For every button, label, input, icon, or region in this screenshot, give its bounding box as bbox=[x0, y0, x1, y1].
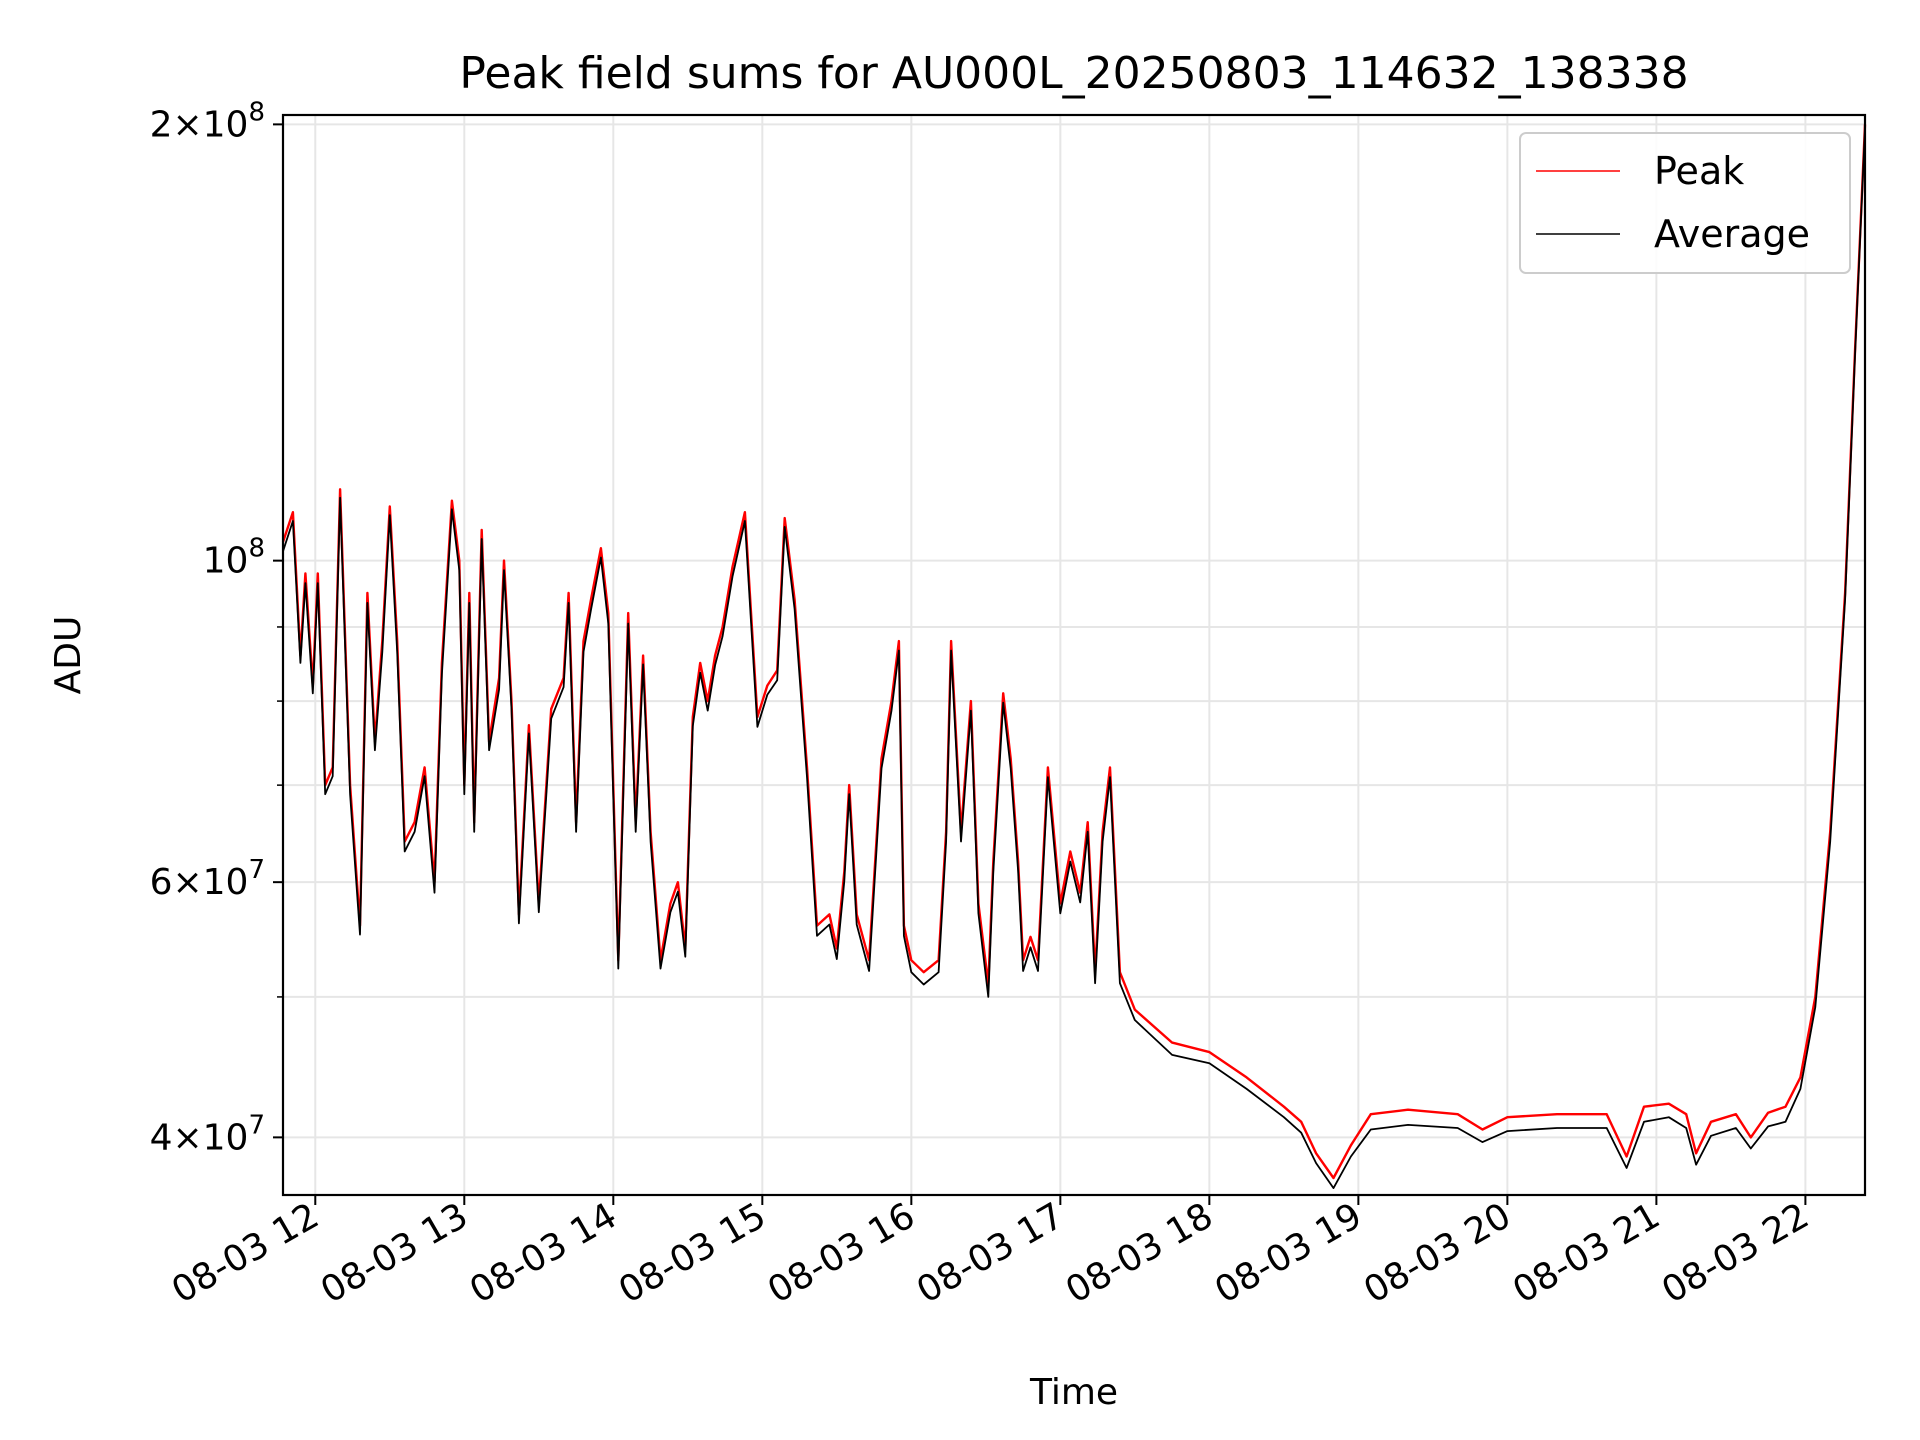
plot-frame bbox=[281, 113, 1867, 1197]
legend-box bbox=[1519, 132, 1851, 274]
x-axis-title: Time bbox=[1029, 1372, 1118, 1413]
legend-label-peak: Peak bbox=[1654, 149, 1744, 193]
legend-label-average: Average bbox=[1654, 212, 1810, 256]
y-tick-label: 2×108 bbox=[150, 97, 265, 145]
y-tick-label: 4×107 bbox=[150, 1110, 265, 1158]
series-line-peak bbox=[281, 124, 1867, 1180]
series-line-average bbox=[282, 127, 1866, 1189]
grid bbox=[283, 115, 1865, 1195]
y-tick-label: 108 bbox=[203, 534, 265, 582]
plot-series bbox=[281, 124, 1867, 1189]
legend: Peak Average bbox=[1519, 132, 1851, 274]
chart-title: Peak field sums for AU000L_20250803_1146… bbox=[459, 48, 1688, 99]
y-tick-label: 6×107 bbox=[150, 855, 265, 903]
y-axis: 4×107 6×107 108 2×108 bbox=[150, 97, 283, 1158]
y-axis-title: ADU bbox=[48, 616, 89, 695]
